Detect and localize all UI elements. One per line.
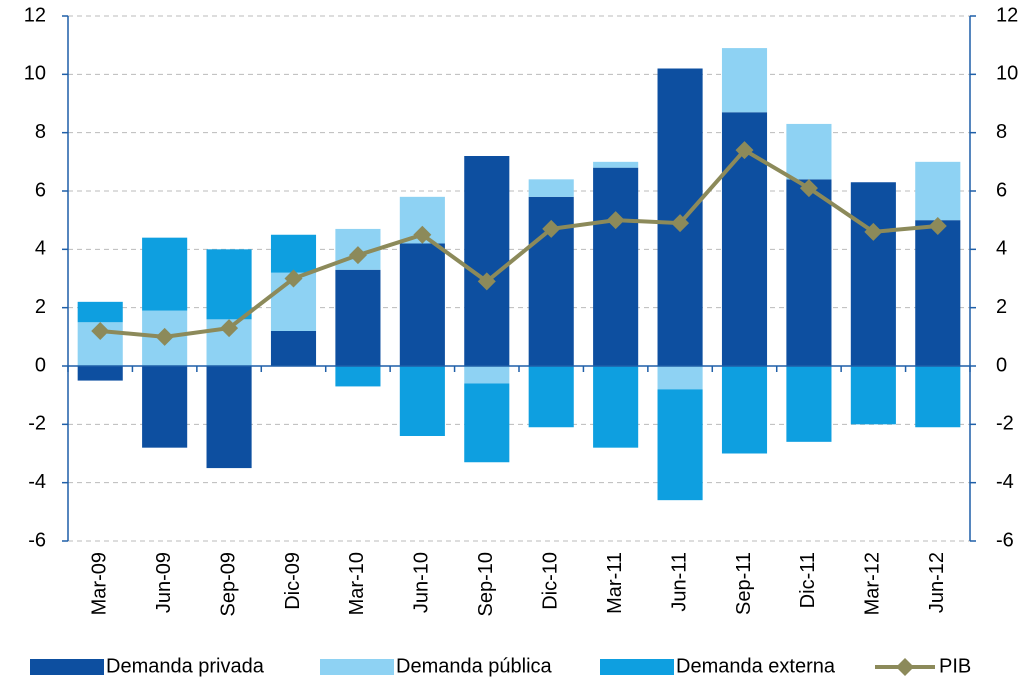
x-tick-label: Jun-12 <box>926 552 948 613</box>
bar <box>335 269 381 366</box>
bar <box>399 243 445 366</box>
x-tick-label: Mar-12 <box>862 552 884 615</box>
x-tick-label: Dic-09 <box>282 552 304 610</box>
legend-swatch <box>30 659 104 675</box>
point <box>348 246 367 265</box>
y2-tick-label: 10 <box>996 63 1018 85</box>
y-tick-label: 4 <box>35 238 46 260</box>
y2-tick-label: 12 <box>996 4 1018 26</box>
legend-label: Demanda pública <box>396 655 553 677</box>
point <box>542 219 561 238</box>
bar <box>850 366 896 425</box>
x-tick-label: Mar-09 <box>88 552 110 615</box>
point <box>155 327 174 346</box>
y2-tick-label: 2 <box>996 296 1007 318</box>
point <box>928 217 947 235</box>
y2-tick-label: -6 <box>996 529 1014 551</box>
y-tick-label: 2 <box>35 296 46 318</box>
point <box>413 225 432 244</box>
y-tick-label: -6 <box>28 529 46 551</box>
bar <box>399 366 445 436</box>
point <box>606 211 625 230</box>
bar <box>850 182 896 366</box>
x-tick-label: Jun-11 <box>668 552 690 612</box>
y-tick-label: -4 <box>28 471 46 493</box>
legend-label: Demanda privada <box>106 655 265 677</box>
bar <box>786 179 832 366</box>
bar <box>206 249 252 320</box>
bar <box>206 366 252 469</box>
bar <box>721 366 768 454</box>
bar <box>915 220 961 366</box>
x-tick-label: Dic-11 <box>797 552 819 608</box>
bar <box>786 123 832 180</box>
bar <box>657 389 703 501</box>
point <box>799 179 818 198</box>
bar <box>77 366 123 381</box>
point <box>864 222 883 241</box>
y2-tick-label: 8 <box>996 121 1007 143</box>
point <box>671 214 690 233</box>
bar <box>593 366 639 448</box>
x-tick-label: Sep-10 <box>475 552 497 617</box>
x-tick-label: Jun-10 <box>411 552 433 613</box>
y-tick-label: 12 <box>24 4 46 26</box>
legend-swatch <box>320 659 394 675</box>
point <box>91 322 110 340</box>
bar <box>593 161 639 168</box>
y2-tick-label: 6 <box>996 179 1007 201</box>
bar <box>77 301 123 323</box>
y-tick-label: 6 <box>35 179 46 201</box>
point <box>284 269 303 288</box>
y2-tick-label: 0 <box>996 354 1007 376</box>
bar <box>335 366 381 387</box>
y-tick-label: 0 <box>35 354 46 376</box>
x-tick-label: Dic-10 <box>539 552 561 610</box>
y-tick-label: -2 <box>28 413 46 435</box>
bar <box>142 366 188 448</box>
bar <box>464 156 510 366</box>
bar <box>270 331 317 366</box>
legend-swatch <box>896 658 914 676</box>
legend-label: Demanda externa <box>676 655 836 677</box>
x-tick-label: Sep-11 <box>733 552 755 615</box>
y2-tick-label: -2 <box>996 413 1014 435</box>
bar <box>786 366 832 442</box>
bar <box>464 383 510 463</box>
y-tick-label: 10 <box>24 63 46 85</box>
x-tick-label: Jun-09 <box>153 552 175 613</box>
bar <box>721 48 768 113</box>
bar <box>142 237 188 311</box>
bar <box>657 366 703 390</box>
y2-tick-label: 4 <box>996 238 1007 260</box>
x-tick-label: Mar-10 <box>346 552 368 615</box>
bar <box>915 366 961 428</box>
y-tick-label: 8 <box>35 121 46 143</box>
point <box>477 272 496 291</box>
legend-label: PIB <box>939 655 971 677</box>
bar <box>270 234 317 273</box>
bar <box>528 366 574 428</box>
bar <box>528 179 574 197</box>
legend-swatch <box>600 659 674 675</box>
bar <box>464 366 510 384</box>
y2-tick-label: -4 <box>996 471 1014 493</box>
x-tick-label: Sep-09 <box>217 552 239 617</box>
point <box>220 319 239 338</box>
bar <box>593 167 639 366</box>
point <box>735 141 754 160</box>
x-tick-label: Mar-11 <box>604 552 626 614</box>
bar <box>915 161 961 221</box>
line <box>100 147 938 339</box>
